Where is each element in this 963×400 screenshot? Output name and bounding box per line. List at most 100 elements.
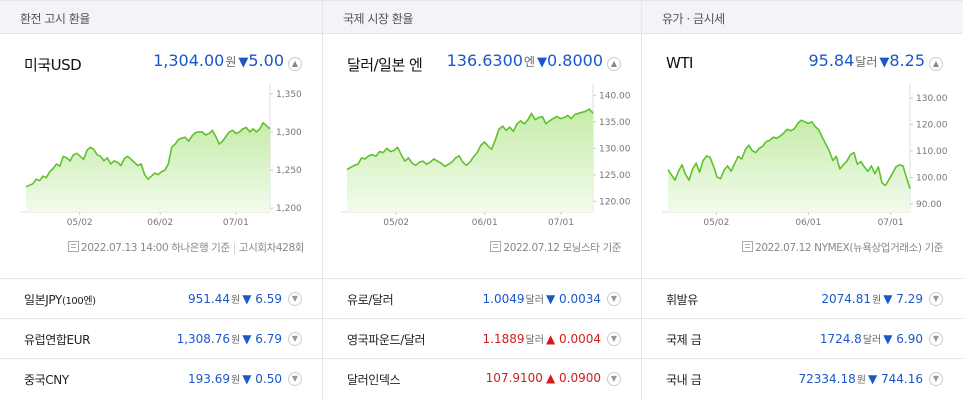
chevron-down-icon[interactable]: ▼ [607,292,621,306]
sub-quote-row[interactable]: 유로/달러 1.0049달러 ▼ 0.0034 ▼ [323,279,641,319]
chevron-up-icon[interactable]: ▲ [288,57,302,71]
document-icon [67,241,79,252]
y-tick-label: 135.00 [599,118,631,128]
change-arrow-icon: ▼ [537,55,548,70]
sub-quote-price: 72334.18 [798,372,856,386]
price-chart: 120.00 125.00 130.00 135.00 140.00 05/02 06/01… [341,84,631,228]
sub-quote-name: 달러인덱스 [347,371,401,388]
source-extra: 고시회차428회 [238,242,305,254]
y-tick-label: 110.00 [916,147,948,157]
sub-quote-label: 달러인덱스 [347,373,401,387]
change-arrow-icon: ▼ [883,332,893,346]
sub-quote-change: 6.59 [255,292,282,306]
change-arrow-icon: ▼ [867,372,878,386]
x-tick-label: 06/01 [472,218,498,228]
sub-quote-value: 951.44원 ▼ 6.59 [188,291,282,306]
sub-quote-label: 일본JPY [24,293,62,307]
main-quote-price: 136.6300 [446,51,523,70]
sub-quote-value: 1724.8달러 ▼ 6.90 [820,331,923,346]
main-quote-row[interactable]: WTI 95.84달러 ▼8.25 ▲ [642,50,963,78]
sub-quote-unit: 원 [231,375,241,386]
sub-quote-change: 0.50 [255,372,282,386]
chevron-down-icon[interactable]: ▼ [929,372,943,386]
sub-quote-price: 1.0049 [482,292,525,306]
main-quote-row[interactable]: 미국USD 1,304.00원 ▼5.00 ▲ [0,50,322,78]
chevron-down-icon[interactable]: ▼ [929,292,943,306]
sub-quote-row[interactable]: 중국CNY 193.69원 ▼ 0.50 ▼ [0,359,322,399]
source-info: 2022.07.12 모닝스타 기준 [490,240,621,255]
sub-quote-row[interactable]: 유럽연합EUR 1,308.76원 ▼ 6.79 ▼ [0,319,322,359]
sub-quote-change: 0.0900 [559,371,601,385]
y-tick-label: 90.00 [916,200,942,210]
sub-quote-name: 국제 금 [666,331,702,348]
sub-quote-list: 휘발유 2074.81원 ▼ 7.29 ▼ 국제 금 1724.8달러 ▼ 6.90 ▼ 국내 … [642,278,963,399]
panel-header: 국제 시장 환율 [323,0,641,34]
main-quote-change: 5.00 [248,51,284,70]
sub-quote-value: 193.69원 ▼ 0.50 [188,371,282,386]
main-quote-price: 1,304.00 [153,51,225,70]
change-arrow-icon: ▲ [545,332,556,346]
chevron-down-icon[interactable]: ▼ [607,332,621,346]
source-provider: 모닝스타 기준 [562,242,622,254]
main-quote-name: 달러/일본 엔 [347,56,423,74]
sub-quote-row[interactable]: 국제 금 1724.8달러 ▼ 6.90 ▼ [642,319,963,359]
chevron-down-icon[interactable]: ▼ [288,292,302,306]
sub-quote-price: 2074.81 [821,292,872,306]
change-arrow-icon: ▲ [545,371,556,385]
main-quote-value: 136.6300엔 ▼0.8000 [447,51,603,70]
source-date: 2022.07.12 [503,242,560,254]
x-tick-label: 07/01 [878,218,904,228]
change-arrow-icon: ▼ [238,55,249,70]
sub-quote-name: 일본JPY(100엔) [24,291,96,308]
main-quote-change: 8.25 [889,51,925,70]
sub-quote-price: 1,308.76 [176,332,231,346]
sub-quote-row[interactable]: 휘발유 2074.81원 ▼ 7.29 ▼ [642,279,963,319]
sub-quote-row[interactable]: 국내 금 72334.18원 ▼ 744.16 ▼ [642,359,963,399]
sub-quote-value: 1,308.76원 ▼ 6.79 [177,331,282,346]
change-arrow-icon: ▼ [242,292,252,306]
price-line [667,119,911,189]
sub-quote-label: 영국파운드/달러 [347,333,426,347]
sub-quote-price: 1.1889 [482,332,525,346]
chevron-down-icon[interactable]: ▼ [288,372,302,386]
x-tick-label: 07/01 [223,218,249,228]
sub-quote-change: 0.0004 [559,332,601,346]
y-tick-label: 100.00 [916,174,948,184]
sub-quote-price: 1724.8 [819,332,862,346]
sub-quote-row[interactable]: 영국파운드/달러 1.1889달러 ▲ 0.0004 ▼ [323,319,641,359]
main-quote-unit: 원 [225,55,237,69]
main-quote-row[interactable]: 달러/일본 엔 136.6300엔 ▼0.8000 ▲ [323,50,641,78]
change-arrow-icon: ▼ [879,55,890,70]
sub-quote-row[interactable]: 달러인덱스 107.9100 ▲ 0.0900 ▼ [323,359,641,399]
main-quote-name: WTI [666,54,693,72]
document-icon [742,241,754,252]
sub-quote-value: 1.1889달러 ▲ 0.0004 [483,331,601,346]
chevron-down-icon[interactable]: ▼ [607,372,621,386]
main-quote-value: 1,304.00원 ▼5.00 [153,51,284,70]
chevron-up-icon[interactable]: ▲ [929,57,943,71]
chevron-down-icon[interactable]: ▼ [929,332,943,346]
sub-quote-label: 국내 금 [666,373,702,387]
panel-oil-gold: 유가 · 금시세 WTI 95.84달러 ▼8.25 ▲ 90.00 100.00 110.0… [641,0,963,400]
price-area [26,122,270,212]
sub-quote-name: 휘발유 [666,291,698,308]
document-icon [490,241,502,252]
chevron-up-icon[interactable]: ▲ [607,57,621,71]
price-line [25,122,271,188]
sub-quote-row[interactable]: 일본JPY(100엔) 951.44원 ▼ 6.59 ▼ [0,279,322,319]
sub-quote-change: 6.90 [896,332,923,346]
sub-quote-change: 7.29 [896,292,923,306]
sub-quote-unit: 달러 [525,335,544,346]
sub-quote-value: 1.0049달러 ▼ 0.0034 [483,291,601,306]
x-tick-label: 07/01 [548,218,574,228]
price-area [668,120,910,212]
source-info: 2022.07.13 14:00 하나은행 기준 | 고시회차428회 [67,240,305,255]
x-tick-label: 05/02 [67,218,93,228]
sub-quote-name: 유럽연합EUR [24,331,90,348]
sub-quote-unit: 원 [231,335,241,346]
sub-quote-label: 유로/달러 [347,293,394,307]
chevron-down-icon[interactable]: ▼ [288,332,302,346]
sub-quote-label: 국제 금 [666,333,702,347]
sub-quote-label-unit: (100엔) [61,296,96,307]
